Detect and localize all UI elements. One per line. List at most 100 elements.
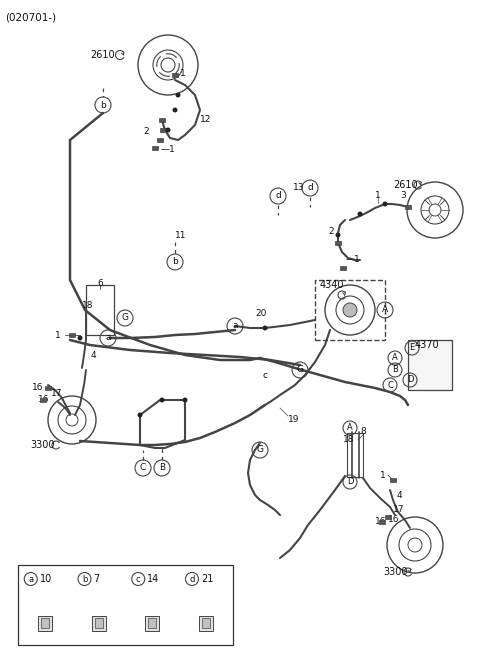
Text: 3: 3 bbox=[400, 191, 406, 200]
Bar bbox=[38, 616, 52, 631]
Circle shape bbox=[383, 202, 387, 206]
Text: D: D bbox=[347, 477, 353, 487]
Text: 1: 1 bbox=[180, 69, 186, 77]
Circle shape bbox=[358, 212, 362, 217]
Text: 4340: 4340 bbox=[320, 280, 345, 290]
Circle shape bbox=[343, 303, 357, 317]
Text: 4: 4 bbox=[91, 350, 96, 360]
Text: 8: 8 bbox=[360, 428, 366, 436]
Text: a: a bbox=[232, 322, 238, 331]
Text: 3300: 3300 bbox=[30, 440, 55, 450]
Bar bbox=[69, 333, 75, 337]
Text: 7: 7 bbox=[94, 574, 100, 584]
Bar bbox=[335, 241, 341, 245]
Text: 10: 10 bbox=[40, 574, 52, 584]
Text: 16: 16 bbox=[375, 517, 386, 527]
Text: —1: —1 bbox=[161, 145, 176, 155]
Text: d: d bbox=[307, 183, 313, 193]
Text: 12: 12 bbox=[200, 115, 211, 124]
Text: C: C bbox=[140, 464, 146, 472]
Circle shape bbox=[182, 398, 188, 403]
Text: 2: 2 bbox=[143, 128, 149, 136]
Bar bbox=[408, 340, 452, 390]
Bar bbox=[152, 146, 158, 150]
Bar bbox=[148, 618, 156, 628]
Bar bbox=[92, 616, 106, 631]
Bar bbox=[340, 266, 346, 270]
Text: G: G bbox=[297, 365, 303, 375]
Circle shape bbox=[77, 335, 83, 341]
Text: E: E bbox=[409, 343, 415, 352]
Text: 2610: 2610 bbox=[393, 180, 418, 190]
Text: 17: 17 bbox=[393, 506, 405, 514]
Text: 13: 13 bbox=[293, 183, 304, 191]
Text: 2: 2 bbox=[328, 227, 334, 236]
Circle shape bbox=[159, 398, 165, 403]
Text: 16: 16 bbox=[32, 383, 44, 392]
Text: 19: 19 bbox=[288, 415, 300, 424]
Bar bbox=[95, 618, 103, 628]
Circle shape bbox=[176, 92, 180, 98]
Text: 11: 11 bbox=[175, 231, 187, 240]
Bar bbox=[390, 478, 396, 482]
Circle shape bbox=[166, 128, 170, 132]
Bar bbox=[160, 128, 166, 132]
Text: G: G bbox=[256, 445, 264, 455]
Text: d: d bbox=[189, 574, 195, 584]
Text: b: b bbox=[82, 574, 87, 584]
Text: b: b bbox=[100, 100, 106, 109]
Text: C: C bbox=[387, 381, 393, 390]
Text: 3300: 3300 bbox=[383, 567, 408, 577]
Text: 1: 1 bbox=[375, 191, 381, 200]
Text: D: D bbox=[407, 375, 413, 384]
Text: 4370: 4370 bbox=[415, 340, 440, 350]
Text: a: a bbox=[28, 574, 33, 584]
Text: 4: 4 bbox=[397, 491, 403, 500]
Text: A: A bbox=[347, 424, 353, 432]
Circle shape bbox=[172, 107, 178, 113]
Text: 1: 1 bbox=[380, 470, 386, 479]
Bar bbox=[202, 618, 210, 628]
Bar bbox=[86, 285, 114, 335]
Text: 21: 21 bbox=[201, 574, 214, 584]
Bar bbox=[18, 565, 233, 645]
Text: B: B bbox=[392, 365, 398, 375]
Text: 6: 6 bbox=[97, 278, 103, 288]
Text: c: c bbox=[136, 574, 141, 584]
Bar bbox=[172, 73, 178, 77]
Text: 18: 18 bbox=[82, 301, 94, 310]
Circle shape bbox=[137, 413, 143, 417]
Text: 17: 17 bbox=[51, 388, 62, 398]
Text: 1: 1 bbox=[55, 331, 61, 339]
Text: 2610: 2610 bbox=[90, 50, 115, 60]
Bar bbox=[40, 398, 46, 402]
Bar bbox=[145, 616, 159, 631]
Bar bbox=[45, 386, 51, 390]
Text: G: G bbox=[121, 314, 129, 322]
Circle shape bbox=[263, 326, 267, 331]
Text: A: A bbox=[382, 305, 388, 314]
Text: c: c bbox=[263, 371, 267, 379]
Bar bbox=[347, 433, 363, 477]
Text: d: d bbox=[275, 191, 281, 200]
Text: 16: 16 bbox=[38, 396, 49, 405]
Bar bbox=[159, 118, 165, 122]
Bar bbox=[315, 280, 385, 340]
Text: (020701-): (020701-) bbox=[5, 12, 56, 22]
Text: 14: 14 bbox=[147, 574, 159, 584]
Text: 18: 18 bbox=[343, 436, 355, 445]
Text: b: b bbox=[172, 257, 178, 267]
Circle shape bbox=[336, 233, 340, 238]
Bar bbox=[157, 138, 163, 142]
Text: —1: —1 bbox=[346, 255, 361, 265]
Bar bbox=[379, 520, 385, 524]
Text: A: A bbox=[392, 354, 398, 362]
Text: 16: 16 bbox=[388, 515, 399, 525]
Bar bbox=[41, 618, 49, 628]
Text: B: B bbox=[159, 464, 165, 472]
Bar bbox=[405, 205, 411, 209]
Text: 20: 20 bbox=[255, 309, 266, 318]
Bar bbox=[385, 515, 391, 519]
Text: a: a bbox=[105, 333, 111, 343]
Bar bbox=[199, 616, 213, 631]
